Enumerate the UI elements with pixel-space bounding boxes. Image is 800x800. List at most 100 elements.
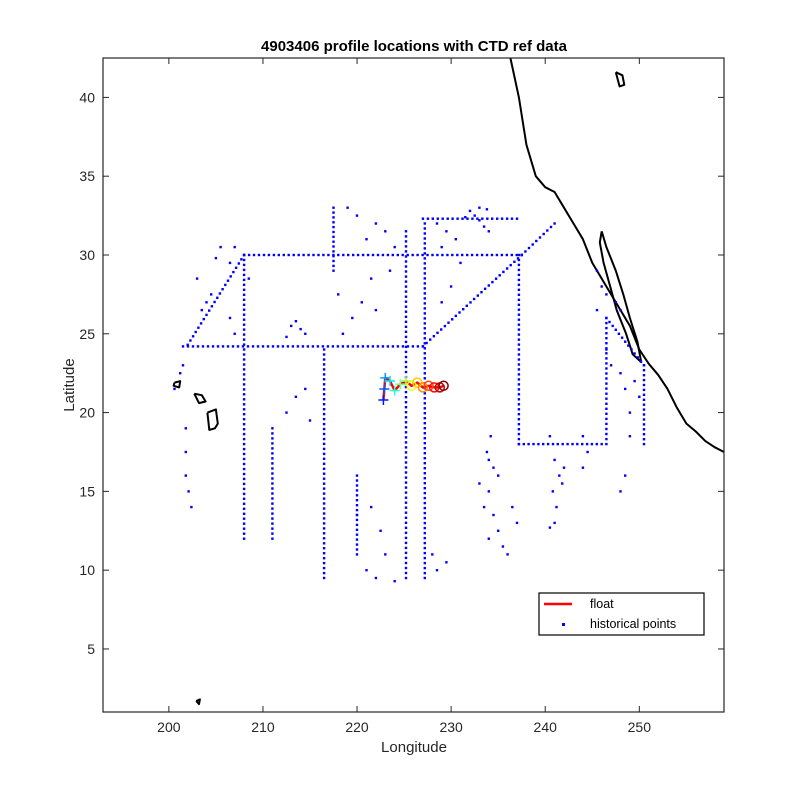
historical-point-78 [286,345,290,348]
historical-point-435 [242,413,246,416]
historical-point-397 [513,260,516,263]
coastline-6 [195,698,201,706]
historical-point-295 [322,442,326,446]
historical-point-649 [379,529,382,532]
historical-point-624 [351,316,354,320]
historical-point-541 [642,433,646,436]
historical-point-446 [242,358,246,361]
historical-point-242 [423,347,426,350]
historical-point-163 [404,390,408,394]
historical-point-189 [404,260,408,263]
historical-point-529 [605,362,608,365]
historical-point-409 [553,222,556,225]
historical-point-276 [322,537,326,540]
historical-point-71 [251,345,255,348]
historical-point-687 [633,379,636,383]
historical-point-228 [423,417,426,420]
historical-point-37 [426,253,429,257]
historical-point-208 [423,516,426,520]
historical-point-571 [332,259,335,263]
historical-point-227 [423,422,426,425]
historical-point-574 [332,245,335,248]
historical-point-443 [242,373,246,376]
historical-point-264 [423,237,426,240]
historical-point-425 [242,462,246,466]
historical-point-612 [299,327,302,331]
historical-point-289 [322,472,326,475]
historical-point-21 [347,253,350,257]
historical-point-389 [483,287,487,290]
historical-point-474 [202,317,205,321]
historical-point-587 [355,533,359,536]
historical-point-275 [322,542,326,545]
historical-point-618 [374,222,378,225]
historical-point-95 [371,345,375,348]
historical-point-267 [423,222,426,225]
historical-point-351 [517,263,521,267]
y-tick-label-25: 25 [79,326,95,342]
historical-point-691 [609,364,613,367]
historical-point-358 [537,442,540,446]
historical-point-640 [459,261,462,265]
historical-point-38 [431,253,434,257]
historical-point-318 [517,428,521,431]
historical-point-156 [404,426,408,429]
historical-point-495 [271,512,274,515]
historical-point-145 [404,481,408,484]
historical-point-62 [206,345,210,348]
historical-point-568 [642,364,646,367]
historical-point-233 [423,392,426,395]
historical-point-218 [423,467,426,470]
historical-point-589 [355,523,359,527]
historical-point-229 [423,412,426,415]
historical-point-187 [404,270,408,273]
historical-point-641 [449,285,453,288]
historical-point-581 [332,211,335,214]
historical-point-413 [242,522,246,525]
historical-point-20 [342,253,345,257]
historical-point-548 [642,398,646,401]
historical-point-10 [292,253,295,257]
historical-point-50 [490,253,494,257]
historical-point-438 [242,398,246,401]
historical-point-347 [517,283,521,286]
historical-point-424 [242,467,246,471]
historical-point-118 [481,217,484,220]
historical-point-201 [423,551,426,555]
historical-point-543 [642,423,646,426]
historical-point-66 [226,345,230,348]
historical-point-599 [355,474,359,477]
historical-point-353 [517,253,521,257]
historical-point-363 [561,442,564,446]
historical-point-365 [571,442,574,446]
historical-point-636 [454,238,457,241]
historical-point-332 [517,358,521,361]
historical-point-203 [423,541,426,545]
historical-point-673 [553,458,556,462]
historical-point-496 [271,507,274,510]
historical-point-488 [240,258,243,261]
historical-point-260 [423,257,426,260]
historical-point-103 [411,345,415,348]
historical-point-155 [404,431,408,434]
historical-point-177 [404,320,408,323]
historical-point-102 [406,345,410,348]
historical-point-160 [404,406,408,409]
historical-point-239 [423,362,426,365]
historical-point-677 [553,521,556,525]
historical-point-452 [242,328,246,331]
historical-point-224 [423,437,426,440]
historical-point-321 [517,413,521,416]
historical-point-675 [551,490,554,493]
historical-point-508 [271,447,274,450]
historical-point-695 [595,269,599,272]
float-profile-marker-10 [423,380,434,392]
historical-point-565 [633,352,636,355]
historical-point-115 [466,217,469,220]
historical-point-373 [425,341,428,345]
historical-point-659 [497,474,500,477]
historical-point-578 [332,225,335,229]
historical-point-404 [535,239,538,243]
x-tick-label-200: 200 [157,719,181,735]
historical-point-519 [605,412,608,415]
